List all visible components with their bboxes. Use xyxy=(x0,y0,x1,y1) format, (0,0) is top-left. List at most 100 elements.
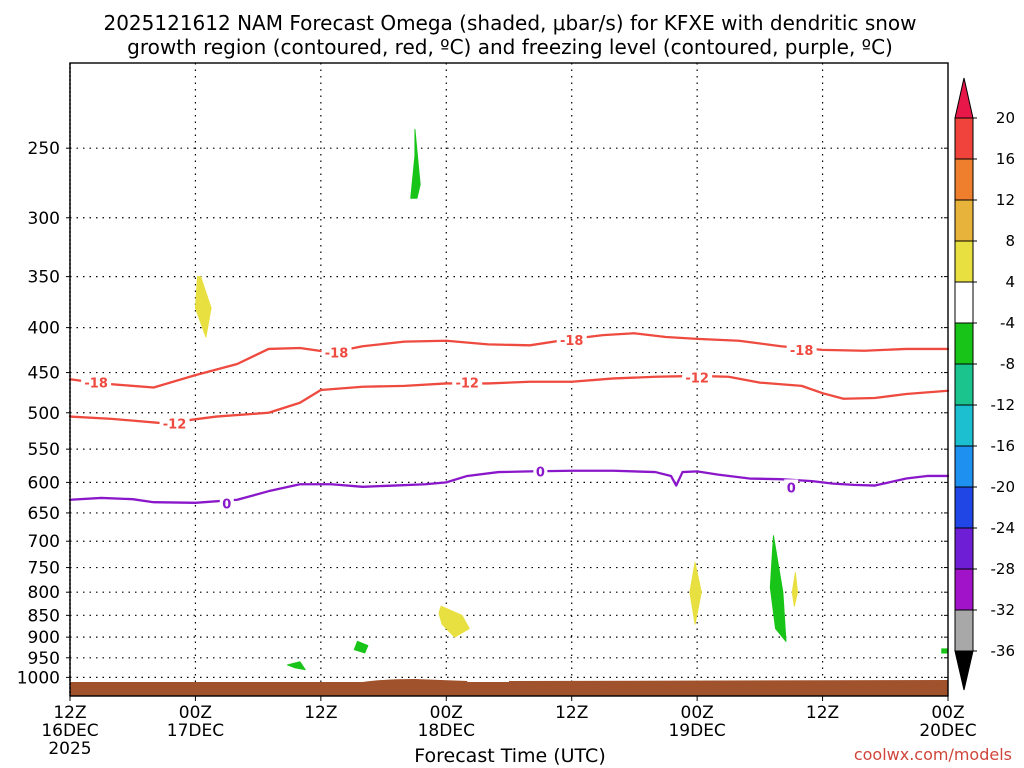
terrain-bump xyxy=(509,680,948,682)
omega-shaded-region xyxy=(941,648,949,654)
contour-label: 0 xyxy=(222,497,231,512)
colorbar-band xyxy=(954,322,974,365)
omega-shaded-region xyxy=(769,535,787,642)
terrain-bump xyxy=(362,679,468,682)
x-tick-label: 2025 xyxy=(48,739,91,759)
omega-shaded-region xyxy=(689,561,702,625)
contour-label: -18 xyxy=(325,347,349,362)
omega-shaded-region xyxy=(286,661,306,671)
y-tick-label: 300 xyxy=(28,209,60,229)
y-tick-label: 700 xyxy=(28,532,60,552)
omega-shaded-region xyxy=(194,276,212,338)
colorbar-band xyxy=(954,158,974,201)
y-tick-label: 350 xyxy=(28,268,60,288)
contour-label: 0 xyxy=(536,465,545,480)
contour-line xyxy=(68,469,950,504)
omega-shaded-region xyxy=(791,572,798,607)
colorbar-label: -12 xyxy=(991,396,1016,414)
colorbar-band xyxy=(954,363,974,406)
contour-label: -12 xyxy=(163,417,187,432)
x-axis-label: Forecast Time (UTC) xyxy=(414,745,605,767)
colorbar-band xyxy=(954,281,974,324)
colorbar-label: -28 xyxy=(991,560,1016,578)
y-tick-label: 250 xyxy=(28,139,60,159)
y-tick-label: 400 xyxy=(28,319,60,339)
x-tick-label: 12Z xyxy=(806,703,839,723)
y-tick-label: 900 xyxy=(28,628,60,648)
y-tick-label: 850 xyxy=(28,606,60,626)
plot-area: -18 -18 -18 -18 -12 -12 -12 0 0 0 250 300 350 400 450 5… xyxy=(17,62,977,759)
colorbar-band xyxy=(954,568,974,611)
y-tick-label: 800 xyxy=(28,583,60,603)
contour-label: -12 xyxy=(455,377,479,392)
colorbar-label: 12 xyxy=(996,191,1015,209)
colorbar-label: -36 xyxy=(991,642,1016,660)
x-tick-label: 18DEC xyxy=(418,721,475,741)
terrain-strip xyxy=(70,682,948,696)
contour-label: -18 xyxy=(790,344,814,359)
contour-label-bg xyxy=(556,331,587,348)
contour-label-bg xyxy=(786,341,817,358)
colorbar-band xyxy=(954,609,974,652)
y-tick-label: 750 xyxy=(28,559,60,579)
colorbar-band xyxy=(954,486,974,529)
contour-line xyxy=(68,332,950,389)
colorbar-label: -4 xyxy=(1000,314,1015,332)
colorbar-band xyxy=(954,527,974,570)
colorbar-band xyxy=(954,199,974,242)
contour-label-bg xyxy=(784,479,799,496)
colorbar-label: -24 xyxy=(991,519,1016,537)
chart-title-line-1: 2025121612 NAM Forecast Omega (shaded, μ… xyxy=(103,11,916,35)
x-tick-label: 20DEC xyxy=(919,721,976,741)
colorbar-label: -32 xyxy=(991,601,1016,619)
x-tick-label: 00Z xyxy=(931,703,964,723)
colorbar: 20 16 12 8 4 -4 -8 -12 -16 -20 -24 -28 -32 -36 xyxy=(954,77,1016,691)
y-tick-label: 650 xyxy=(28,504,60,524)
x-tick-label: 19DEC xyxy=(668,721,725,741)
colorbar-label: -20 xyxy=(991,478,1016,496)
contour-label-bg xyxy=(219,495,234,512)
colorbar-band xyxy=(954,445,974,488)
colorbar-label: 16 xyxy=(996,150,1015,168)
y-tick-label: 500 xyxy=(28,404,60,424)
plot-frame xyxy=(69,62,949,697)
colorbar-label: -16 xyxy=(991,437,1016,455)
contour-label-bg xyxy=(533,463,548,480)
colorbar-label: 4 xyxy=(1005,273,1015,291)
chart-title-line-2: growth region (contoured, red, ºC) and f… xyxy=(127,35,893,59)
x-tick-label: 12Z xyxy=(304,703,337,723)
colorbar-band xyxy=(954,240,974,283)
colorbar-label: 8 xyxy=(1005,232,1015,250)
omega-shaded-region xyxy=(410,128,421,199)
contour-label: -18 xyxy=(560,334,584,349)
x-tick-label: 12Z xyxy=(555,703,588,723)
contour-line xyxy=(68,374,950,425)
colorbar-bottom-triangle xyxy=(954,650,974,691)
x-tick-label: 00Z xyxy=(179,703,212,723)
contour-label: -18 xyxy=(84,377,108,392)
x-tick-label: 12Z xyxy=(53,703,86,723)
contour-label-bg xyxy=(452,374,483,391)
x-tick-label: 00Z xyxy=(681,703,714,723)
contour-label-bg xyxy=(81,374,112,391)
y-tick-label: 450 xyxy=(28,364,60,384)
y-tick-label: 550 xyxy=(28,440,60,460)
contour-label: 0 xyxy=(787,481,796,496)
contour-label-bg xyxy=(321,344,352,361)
y-tick-label: 1000 xyxy=(17,668,60,688)
colorbar-label: 20 xyxy=(996,109,1015,127)
colorbar-band xyxy=(954,117,974,160)
colorbar-top-triangle xyxy=(954,77,974,119)
x-tick-label: 16DEC xyxy=(41,721,98,741)
x-tick-label: 17DEC xyxy=(167,721,224,741)
y-tick-label: 600 xyxy=(28,473,60,493)
credit-text: coolwx.com/models xyxy=(854,745,1012,764)
omega-shaded-region xyxy=(438,605,470,638)
x-tick-label: 00Z xyxy=(430,703,463,723)
colorbar-band xyxy=(954,404,974,447)
contour-label: -12 xyxy=(685,372,709,387)
contour-label-bg xyxy=(682,369,713,386)
colorbar-label: -8 xyxy=(1000,355,1015,373)
omega-shaded-region xyxy=(353,640,369,654)
